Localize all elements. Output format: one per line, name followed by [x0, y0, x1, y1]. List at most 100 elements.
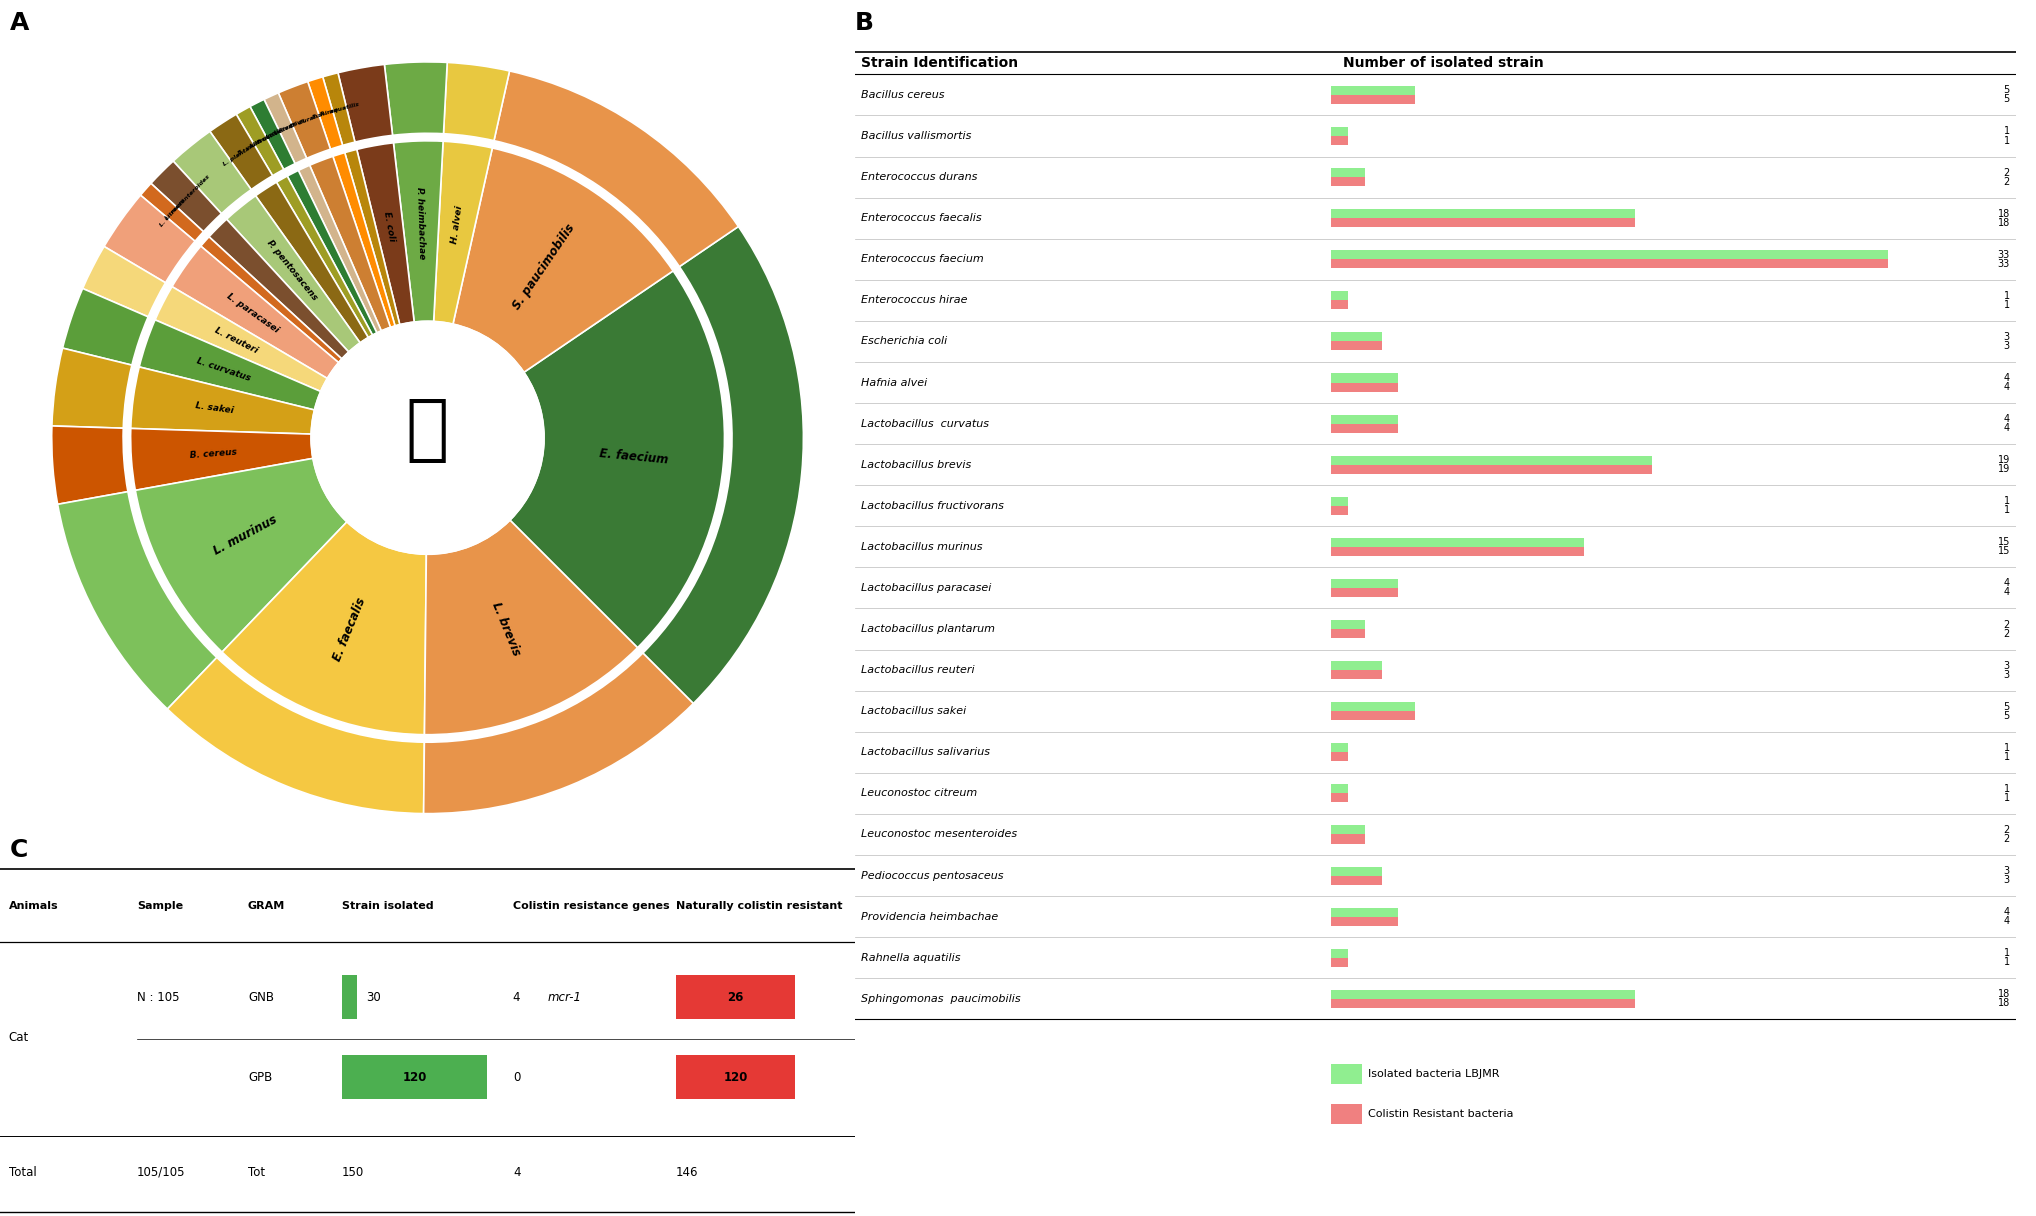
Text: N : 105: N : 105: [136, 991, 179, 1003]
Wedge shape: [63, 288, 149, 365]
Text: Leuconostoc citreum: Leuconostoc citreum: [861, 788, 977, 799]
Text: 3: 3: [2003, 866, 2010, 876]
Bar: [1332, 620, 1364, 629]
Bar: [1332, 629, 1364, 638]
Text: 5: 5: [2003, 95, 2010, 105]
Text: Leuconostoc mesenteroides: Leuconostoc mesenteroides: [861, 829, 1018, 839]
Text: 🐈: 🐈: [405, 395, 450, 465]
Text: B. cereus: B. cereus: [189, 447, 236, 460]
Text: L. paracasei: L. paracasei: [224, 292, 281, 334]
Text: L. citreum: L. citreum: [159, 198, 185, 227]
Text: L. curvatus: L. curvatus: [195, 356, 252, 383]
Bar: [676, 1055, 796, 1099]
Bar: [1332, 415, 1399, 423]
Wedge shape: [140, 184, 204, 241]
Text: 1: 1: [2003, 743, 2010, 753]
Bar: [1332, 876, 1382, 884]
Bar: [1332, 826, 1364, 834]
Bar: [1332, 178, 1364, 186]
Text: Enterococcus faecium: Enterococcus faecium: [861, 254, 983, 264]
Bar: [1332, 948, 1348, 958]
Wedge shape: [210, 114, 273, 190]
Text: 26: 26: [727, 991, 743, 1003]
Text: L. salivarius: L. salivarius: [265, 117, 305, 140]
Text: E. coli: E. coli: [383, 210, 397, 242]
Bar: [1332, 753, 1348, 761]
Wedge shape: [434, 141, 493, 323]
Bar: [1332, 456, 1651, 465]
Wedge shape: [307, 77, 342, 150]
Text: Isolated bacteria LBJMR: Isolated bacteria LBJMR: [1368, 1069, 1501, 1079]
Text: R. aquatilis: R. aquatilis: [320, 102, 360, 117]
Text: Lactobacillus salivarius: Lactobacillus salivarius: [861, 748, 989, 758]
Bar: [1332, 126, 1348, 136]
Bar: [1332, 209, 1635, 218]
Text: 120: 120: [403, 1071, 428, 1083]
Text: E. faecium: E. faecium: [599, 447, 668, 467]
Text: 2: 2: [2003, 629, 2010, 638]
Bar: [1332, 250, 1887, 259]
Text: E. faecalis: E. faecalis: [330, 596, 369, 663]
Wedge shape: [104, 195, 195, 283]
Text: Cat: Cat: [8, 1031, 29, 1043]
Text: 5: 5: [2003, 85, 2010, 95]
Text: A: A: [10, 11, 31, 35]
Text: 1: 1: [2003, 496, 2010, 506]
Text: Lactobacillus plantarum: Lactobacillus plantarum: [861, 624, 996, 634]
Text: Lactobacillus murinus: Lactobacillus murinus: [861, 542, 983, 552]
Text: Colistin resistance genes: Colistin resistance genes: [513, 901, 670, 911]
Bar: [1332, 86, 1415, 95]
Text: E. hirae: E. hirae: [312, 107, 340, 119]
Text: B. vallismortis: B. vallismortis: [238, 126, 283, 156]
Text: 19: 19: [1997, 465, 2010, 474]
Wedge shape: [643, 226, 804, 704]
Text: 4: 4: [2003, 415, 2010, 424]
Wedge shape: [423, 520, 637, 734]
Bar: [1332, 1064, 1362, 1083]
Bar: [1332, 292, 1348, 300]
Wedge shape: [423, 653, 694, 814]
Circle shape: [312, 321, 544, 554]
Text: 33: 33: [1997, 249, 2010, 260]
Wedge shape: [155, 287, 328, 392]
Bar: [1332, 579, 1399, 589]
Text: L. sakei: L. sakei: [195, 401, 234, 416]
Wedge shape: [210, 219, 348, 359]
Text: 1: 1: [2003, 957, 2010, 967]
Text: Lactobacillus  curvatus: Lactobacillus curvatus: [861, 418, 989, 428]
Wedge shape: [257, 182, 369, 343]
Text: L. plantarum: L. plantarum: [222, 139, 263, 167]
Wedge shape: [138, 320, 320, 410]
Bar: [1332, 383, 1399, 392]
Bar: [1332, 958, 1348, 967]
Bar: [1332, 300, 1348, 309]
Text: E. durans: E. durans: [289, 112, 322, 129]
Text: 1: 1: [2003, 126, 2010, 136]
Text: 18: 18: [1997, 990, 2010, 1000]
Bar: [1332, 506, 1348, 514]
Text: Lactobacillus reuteri: Lactobacillus reuteri: [861, 665, 975, 675]
Text: 2: 2: [2003, 834, 2010, 844]
Text: 4: 4: [2003, 916, 2010, 927]
Text: mcr-1: mcr-1: [548, 991, 580, 1003]
Bar: [1332, 259, 1887, 269]
Text: 4: 4: [2003, 587, 2010, 597]
Bar: [1332, 537, 1584, 547]
Wedge shape: [287, 170, 377, 336]
Text: Tot: Tot: [248, 1166, 265, 1178]
Text: Strain isolated: Strain isolated: [342, 901, 434, 911]
Text: L. brevis: L. brevis: [489, 601, 523, 658]
Text: Total: Total: [8, 1166, 37, 1178]
Text: 1: 1: [2003, 948, 2010, 958]
Wedge shape: [130, 367, 314, 434]
Text: L. reuteri: L. reuteri: [214, 326, 259, 355]
Bar: [342, 1055, 487, 1099]
Wedge shape: [393, 141, 444, 322]
Bar: [1332, 589, 1399, 597]
Bar: [1332, 784, 1348, 793]
Text: Enterococcus faecalis: Enterococcus faecalis: [861, 213, 981, 224]
Text: 18: 18: [1997, 209, 2010, 219]
Text: 146: 146: [676, 1166, 698, 1178]
Text: 1: 1: [2003, 506, 2010, 516]
Bar: [1332, 423, 1399, 433]
